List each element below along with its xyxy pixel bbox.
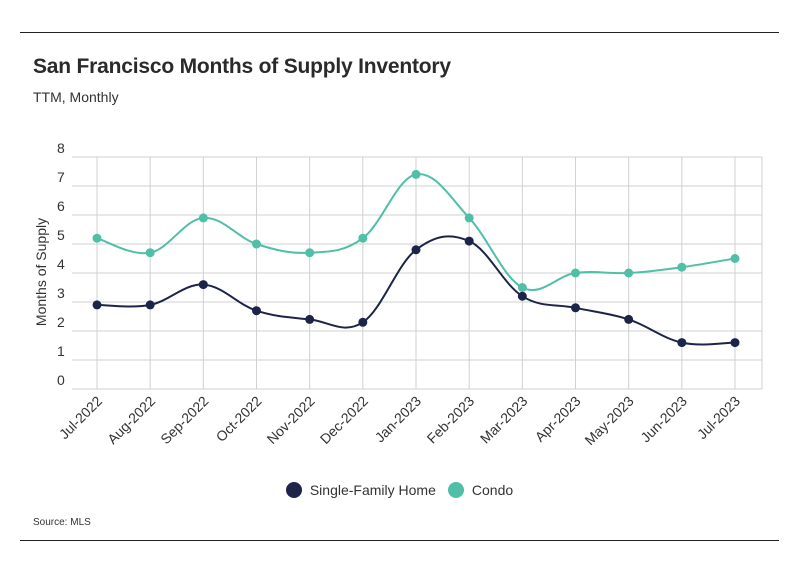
y-tick-label: 2 bbox=[57, 314, 65, 330]
y-axis-title: Months of Supply bbox=[33, 218, 49, 326]
data-point-single-family-home[interactable] bbox=[198, 280, 208, 290]
source-note: Source: MLS bbox=[33, 517, 91, 528]
legend-marker-single-family bbox=[285, 482, 302, 498]
data-point-condo[interactable] bbox=[198, 213, 208, 223]
legend-label-single-family: Single-Family Home bbox=[309, 482, 436, 498]
data-point-condo[interactable] bbox=[677, 262, 687, 272]
data-point-condo[interactable] bbox=[464, 213, 474, 223]
data-point-single-family-home[interactable] bbox=[571, 303, 580, 313]
data-point-single-family-home[interactable] bbox=[92, 300, 102, 310]
x-tick-label: Dec-2022 bbox=[317, 393, 371, 447]
data-point-condo[interactable] bbox=[358, 233, 368, 243]
data-point-single-family-home[interactable] bbox=[358, 317, 368, 327]
data-point-condo[interactable] bbox=[92, 233, 102, 243]
data-point-single-family-home[interactable] bbox=[464, 236, 474, 246]
y-tick-labels: 0 1 2 3 4 5 6 7 8 bbox=[57, 140, 65, 388]
y-tick-label: 5 bbox=[57, 227, 65, 243]
y-tick-label: 3 bbox=[57, 285, 65, 301]
grid-lines bbox=[72, 156, 763, 390]
data-point-single-family-home[interactable] bbox=[517, 291, 527, 301]
series-points bbox=[92, 169, 740, 348]
y-tick-label: 7 bbox=[57, 169, 65, 185]
x-tick-label: Oct-2022 bbox=[213, 393, 265, 445]
data-point-condo[interactable] bbox=[145, 248, 155, 258]
data-point-single-family-home[interactable] bbox=[677, 338, 687, 348]
x-tick-label: Apr-2023 bbox=[532, 393, 584, 445]
data-point-single-family-home[interactable] bbox=[145, 300, 155, 310]
legend-item-condo[interactable]: Condo bbox=[447, 482, 514, 498]
x-tick-label: Jul-2022 bbox=[56, 393, 105, 442]
y-tick-label: 6 bbox=[57, 198, 65, 214]
data-point-condo[interactable] bbox=[252, 239, 261, 249]
y-tick-label: 8 bbox=[57, 140, 65, 156]
y-tick-label: 1 bbox=[57, 343, 65, 359]
x-tick-label: Jul-2023 bbox=[694, 393, 743, 442]
y-tick-label: 4 bbox=[57, 256, 65, 272]
x-tick-label: Mar-2023 bbox=[477, 393, 531, 447]
x-tick-label: Nov-2022 bbox=[264, 393, 318, 447]
data-point-condo[interactable] bbox=[305, 248, 315, 258]
data-point-single-family-home[interactable] bbox=[305, 314, 315, 324]
data-point-condo[interactable] bbox=[517, 283, 527, 292]
data-point-single-family-home[interactable] bbox=[624, 314, 634, 324]
x-tick-label: Jun-2023 bbox=[637, 393, 690, 446]
chart-title: San Francisco Months of Supply Inventory bbox=[33, 55, 451, 78]
bottom-rule bbox=[20, 540, 779, 541]
data-point-single-family-home[interactable] bbox=[411, 245, 421, 255]
x-tick-label: May-2023 bbox=[581, 393, 636, 448]
legend-item-single-family[interactable]: Single-Family Home bbox=[285, 482, 436, 498]
x-tick-label: Feb-2023 bbox=[424, 393, 478, 447]
data-point-condo[interactable] bbox=[411, 169, 421, 179]
chart-subtitle: TTM, Monthly bbox=[33, 89, 119, 105]
x-tick-label: Jan-2023 bbox=[372, 393, 425, 446]
data-point-single-family-home[interactable] bbox=[730, 338, 740, 348]
data-point-condo[interactable] bbox=[624, 268, 634, 278]
x-tick-label: Sep-2022 bbox=[157, 393, 211, 447]
top-rule bbox=[20, 32, 779, 33]
data-point-single-family-home[interactable] bbox=[252, 306, 261, 316]
legend: Single-Family Home Condo bbox=[0, 482, 799, 498]
data-point-condo[interactable] bbox=[571, 268, 580, 278]
y-tick-label: 0 bbox=[57, 372, 65, 388]
legend-marker-condo bbox=[447, 482, 464, 498]
x-tick-label: Aug-2022 bbox=[104, 393, 158, 447]
data-point-condo[interactable] bbox=[730, 254, 740, 263]
legend-label-condo: Condo bbox=[471, 482, 514, 498]
